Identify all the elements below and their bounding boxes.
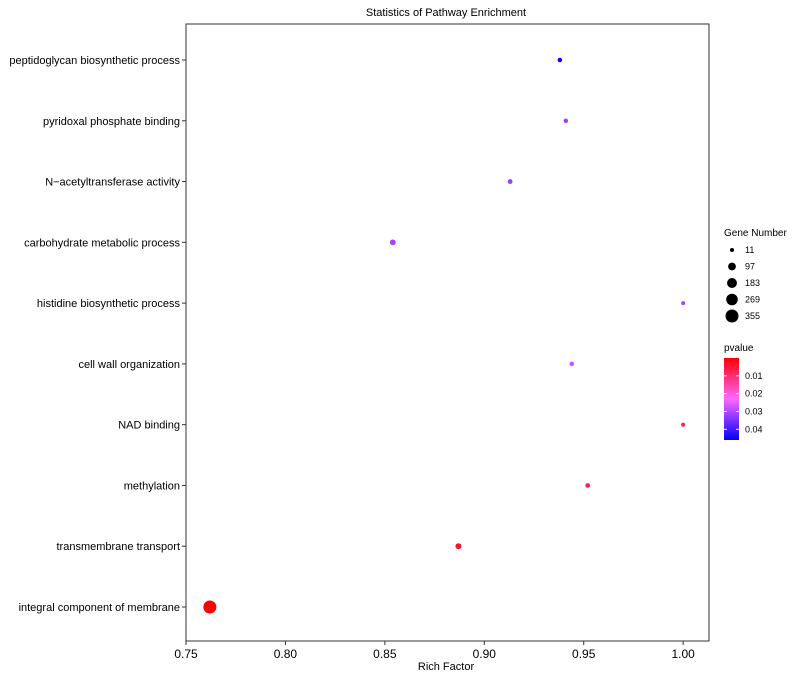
- x-tick-label: 0.85: [373, 647, 397, 661]
- size-legend-label: 355: [745, 311, 760, 321]
- y-tick-label: N−acetyltransferase activity: [45, 177, 180, 189]
- size-legend: Gene Number 11 97 183 269 355: [724, 228, 787, 323]
- color-bar: [724, 358, 739, 440]
- y-axis: peptidoglycan biosynthetic process pyrido…: [9, 55, 186, 614]
- size-legend-dot: [728, 262, 736, 271]
- size-legend-dot: [730, 248, 734, 252]
- color-legend-label: 0.04: [745, 424, 763, 434]
- x-tick-label: 0.90: [473, 647, 497, 661]
- data-point: [203, 600, 217, 614]
- x-axis-label: Rich Factor: [418, 661, 475, 673]
- data-point: [681, 422, 686, 427]
- size-legend-dot: [727, 278, 737, 288]
- data-point: [569, 361, 575, 367]
- y-tick-label: transmembrane transport: [57, 541, 181, 553]
- x-tick-label: 0.95: [572, 647, 596, 661]
- y-tick-label: NAD binding: [118, 420, 180, 432]
- x-axis: 0.75 0.80 0.85 0.90 0.95 1.00: [174, 641, 695, 661]
- data-point: [563, 118, 569, 124]
- y-tick-label: peptidoglycan biosynthetic process: [9, 55, 180, 67]
- data-point: [507, 179, 513, 184]
- size-legend-dot: [726, 293, 738, 306]
- size-legend-title: Gene Number: [724, 228, 787, 239]
- y-tick-label: integral component of membrane: [19, 602, 180, 614]
- size-legend-label: 183: [745, 278, 760, 288]
- y-tick-label: cell wall organization: [79, 359, 181, 371]
- points-layer: [203, 57, 686, 614]
- data-point: [557, 57, 563, 63]
- color-legend-title: pvalue: [724, 343, 754, 354]
- chart-title: Statistics of Pathway Enrichment: [366, 7, 526, 19]
- size-legend-dot: [725, 309, 739, 323]
- color-legend-label: 0.03: [745, 406, 763, 416]
- x-tick-label: 0.75: [174, 647, 198, 661]
- y-tick-label: pyridoxal phosphate binding: [43, 116, 180, 128]
- plot-area: [185, 23, 710, 642]
- color-legend-label: 0.02: [745, 389, 763, 399]
- x-tick-label: 0.80: [274, 647, 298, 661]
- size-legend-label: 97: [745, 262, 755, 272]
- y-tick-label: methylation: [124, 480, 180, 492]
- data-point: [585, 483, 591, 488]
- color-legend-label: 0.01: [745, 371, 763, 381]
- y-tick-label: histidine biosynthetic process: [37, 298, 181, 310]
- size-legend-label: 11: [745, 245, 754, 255]
- size-legend-label: 269: [745, 295, 760, 305]
- color-legend: pvalue 0.01 0.02 0.03 0.04: [724, 343, 763, 440]
- y-tick-label: carbohydrate metabolic process: [24, 237, 180, 249]
- data-point: [389, 239, 396, 246]
- data-point: [455, 543, 462, 550]
- data-point: [681, 301, 686, 306]
- x-tick-label: 1.00: [671, 647, 695, 661]
